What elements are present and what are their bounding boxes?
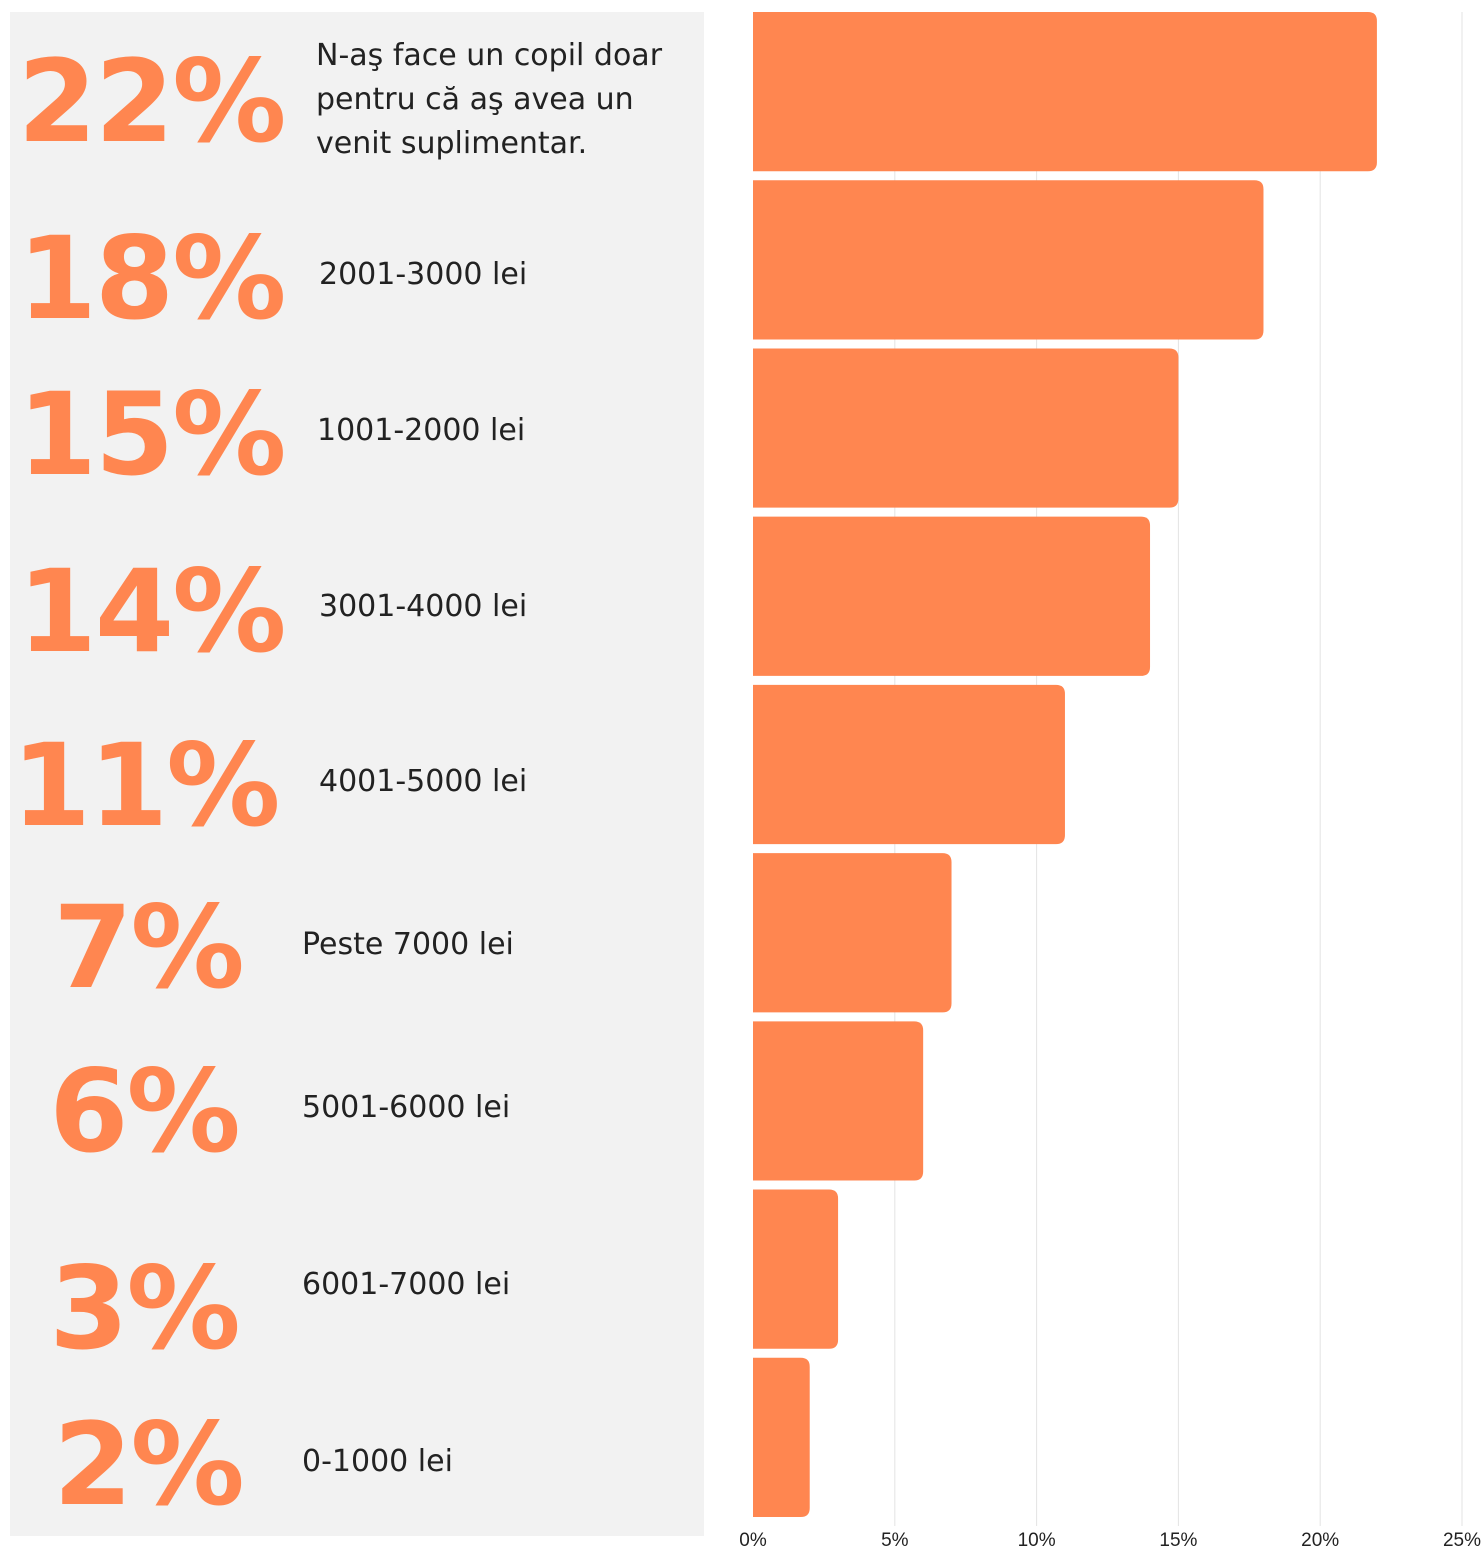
bar bbox=[753, 853, 952, 1013]
value-label-8: 3% bbox=[49, 1242, 241, 1375]
category-label-6: Peste 7000 lei bbox=[302, 927, 514, 962]
bar bbox=[753, 348, 1179, 508]
bar bbox=[753, 1021, 924, 1181]
bar bbox=[753, 180, 1264, 340]
value-label-3: 15% bbox=[17, 368, 287, 501]
left-panel bbox=[10, 12, 704, 1536]
bars bbox=[753, 12, 1377, 1517]
x-tick-label: 5% bbox=[881, 1530, 909, 1549]
bar bbox=[753, 12, 1377, 172]
category-label-1: N-aş face un copil doar pentru că aş ave… bbox=[316, 38, 663, 161]
category-label-8: 6001-7000 lei bbox=[302, 1267, 511, 1302]
x-tick-label: 20% bbox=[1301, 1530, 1339, 1549]
value-label-2: 18% bbox=[17, 212, 287, 345]
category-label-2: 2001-3000 lei bbox=[319, 257, 528, 292]
value-label-6: 7% bbox=[53, 881, 245, 1014]
x-tick-label: 10% bbox=[1018, 1530, 1056, 1549]
bar bbox=[753, 516, 1151, 676]
x-tick-label: 15% bbox=[1159, 1530, 1197, 1549]
category-label-4: 3001-4000 lei bbox=[319, 589, 528, 624]
bar bbox=[753, 1189, 839, 1349]
bar bbox=[753, 1357, 810, 1517]
bar bbox=[753, 684, 1065, 845]
value-label-7: 6% bbox=[49, 1045, 241, 1178]
category-label-7: 5001-6000 lei bbox=[302, 1090, 511, 1125]
value-label-9: 2% bbox=[53, 1398, 245, 1531]
x-axis-ticks: 0% 5% 10% 15% 20% 25% bbox=[739, 1530, 1481, 1549]
category-label-9: 0-1000 lei bbox=[302, 1444, 453, 1479]
value-label-1: 22% bbox=[17, 35, 287, 168]
x-tick-label: 0% bbox=[739, 1530, 767, 1549]
x-tick-label: 25% bbox=[1443, 1530, 1481, 1549]
value-label-5: 11% bbox=[11, 719, 281, 852]
category-label-5: 4001-5000 lei bbox=[319, 764, 528, 799]
value-label-4: 14% bbox=[17, 545, 287, 678]
category-label-3: 1001-2000 lei bbox=[317, 413, 526, 448]
